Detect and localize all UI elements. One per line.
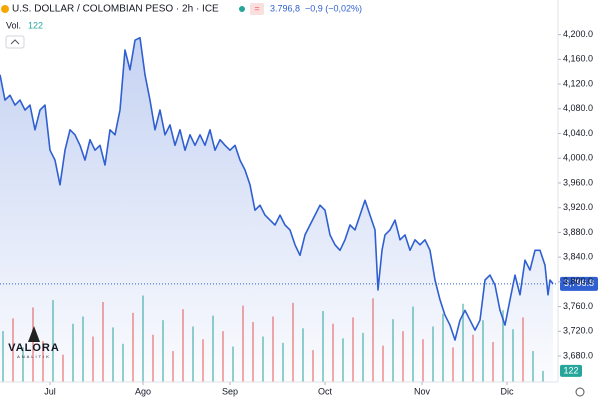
y-tick-label: 4,200.0 (563, 29, 593, 39)
x-tick-label: Oct (318, 386, 333, 396)
price-tag-bg (560, 276, 598, 291)
x-tick-label: Nov (414, 386, 431, 396)
y-tick-label: 3,680.0 (563, 350, 593, 360)
x-tick-label: Jul (44, 386, 56, 396)
symbol-icon (1, 5, 9, 13)
last-price: 3.796,8 (270, 3, 300, 13)
x-tick-label: Dic (501, 386, 514, 396)
y-tick-label: 3,880.0 (563, 227, 593, 237)
y-tick-label: 4,120.0 (563, 78, 593, 88)
price-tag: 3,796.8 (564, 278, 594, 288)
plot-area (0, 36, 558, 382)
volume-value: 122 (28, 20, 43, 30)
collapse-icon (10, 39, 20, 45)
price-area (0, 37, 553, 382)
logo-icon (28, 326, 40, 342)
settings-icon[interactable] (575, 387, 585, 397)
y-tick-label: 3,800.0 (563, 276, 593, 286)
status-dot (239, 6, 245, 12)
x-tick-label: Ago (135, 386, 151, 396)
logo: VALORA ANALITIK (8, 326, 60, 359)
compare-icon: = (254, 3, 259, 13)
price-axis-bg (558, 0, 600, 400)
y-tick-label: 3,840.0 (563, 252, 593, 262)
price-change: −0,9 (−0,02%) (305, 3, 362, 13)
y-tick-label: 3,920.0 (563, 202, 593, 212)
volume-tag: 122 (563, 365, 578, 375)
logo-tagline: ANALITIK (17, 354, 51, 359)
volume-label: Vol. (6, 20, 21, 30)
settings[interactable] (575, 387, 585, 397)
y-tick-label: 4,080.0 (563, 103, 593, 113)
volume-tag-bg (560, 364, 582, 377)
header: U.S. DOLLAR / COLOMBIAN PESO · 2h · ICE … (1, 3, 362, 49)
symbol-title: U.S. DOLLAR / COLOMBIAN PESO · 2h · ICE (12, 4, 219, 15)
y-tick-label: 4,040.0 (563, 128, 593, 138)
x-tick-label: Sep (222, 386, 238, 396)
collapse-button[interactable] (5, 35, 25, 49)
y-tick-label: 3,760.0 (563, 301, 593, 311)
y-tick-label: 3,720.0 (563, 326, 593, 336)
y-tick-label: 4,160.0 (563, 54, 593, 64)
compare-button[interactable] (250, 3, 264, 15)
y-tick-label: 3,960.0 (563, 177, 593, 187)
logo-name: VALORA (8, 342, 60, 354)
price-line (0, 36, 554, 341)
y-tick-label: 4,000.0 (563, 153, 593, 163)
